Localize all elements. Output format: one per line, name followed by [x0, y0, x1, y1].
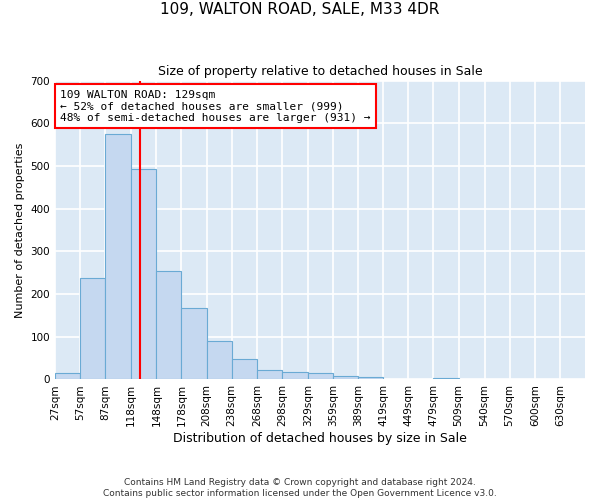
Bar: [181, 308, 206, 380]
Bar: [232, 360, 257, 380]
Bar: [433, 378, 458, 380]
Bar: [358, 378, 383, 380]
X-axis label: Distribution of detached houses by size in Sale: Distribution of detached houses by size …: [173, 432, 467, 445]
Bar: [131, 169, 157, 380]
Text: 109, WALTON ROAD, SALE, M33 4DR: 109, WALTON ROAD, SALE, M33 4DR: [160, 2, 440, 18]
Bar: [80, 278, 105, 380]
Text: Contains HM Land Registry data © Crown copyright and database right 2024.
Contai: Contains HM Land Registry data © Crown c…: [103, 478, 497, 498]
Bar: [206, 341, 232, 380]
Bar: [282, 372, 308, 380]
Bar: [308, 373, 333, 380]
Text: 109 WALTON ROAD: 129sqm
← 52% of detached houses are smaller (999)
48% of semi-d: 109 WALTON ROAD: 129sqm ← 52% of detache…: [61, 90, 371, 122]
Y-axis label: Number of detached properties: Number of detached properties: [15, 142, 25, 318]
Bar: [333, 376, 358, 380]
Bar: [157, 272, 181, 380]
Bar: [55, 374, 80, 380]
Title: Size of property relative to detached houses in Sale: Size of property relative to detached ho…: [158, 65, 482, 78]
Bar: [105, 134, 131, 380]
Bar: [257, 370, 282, 380]
